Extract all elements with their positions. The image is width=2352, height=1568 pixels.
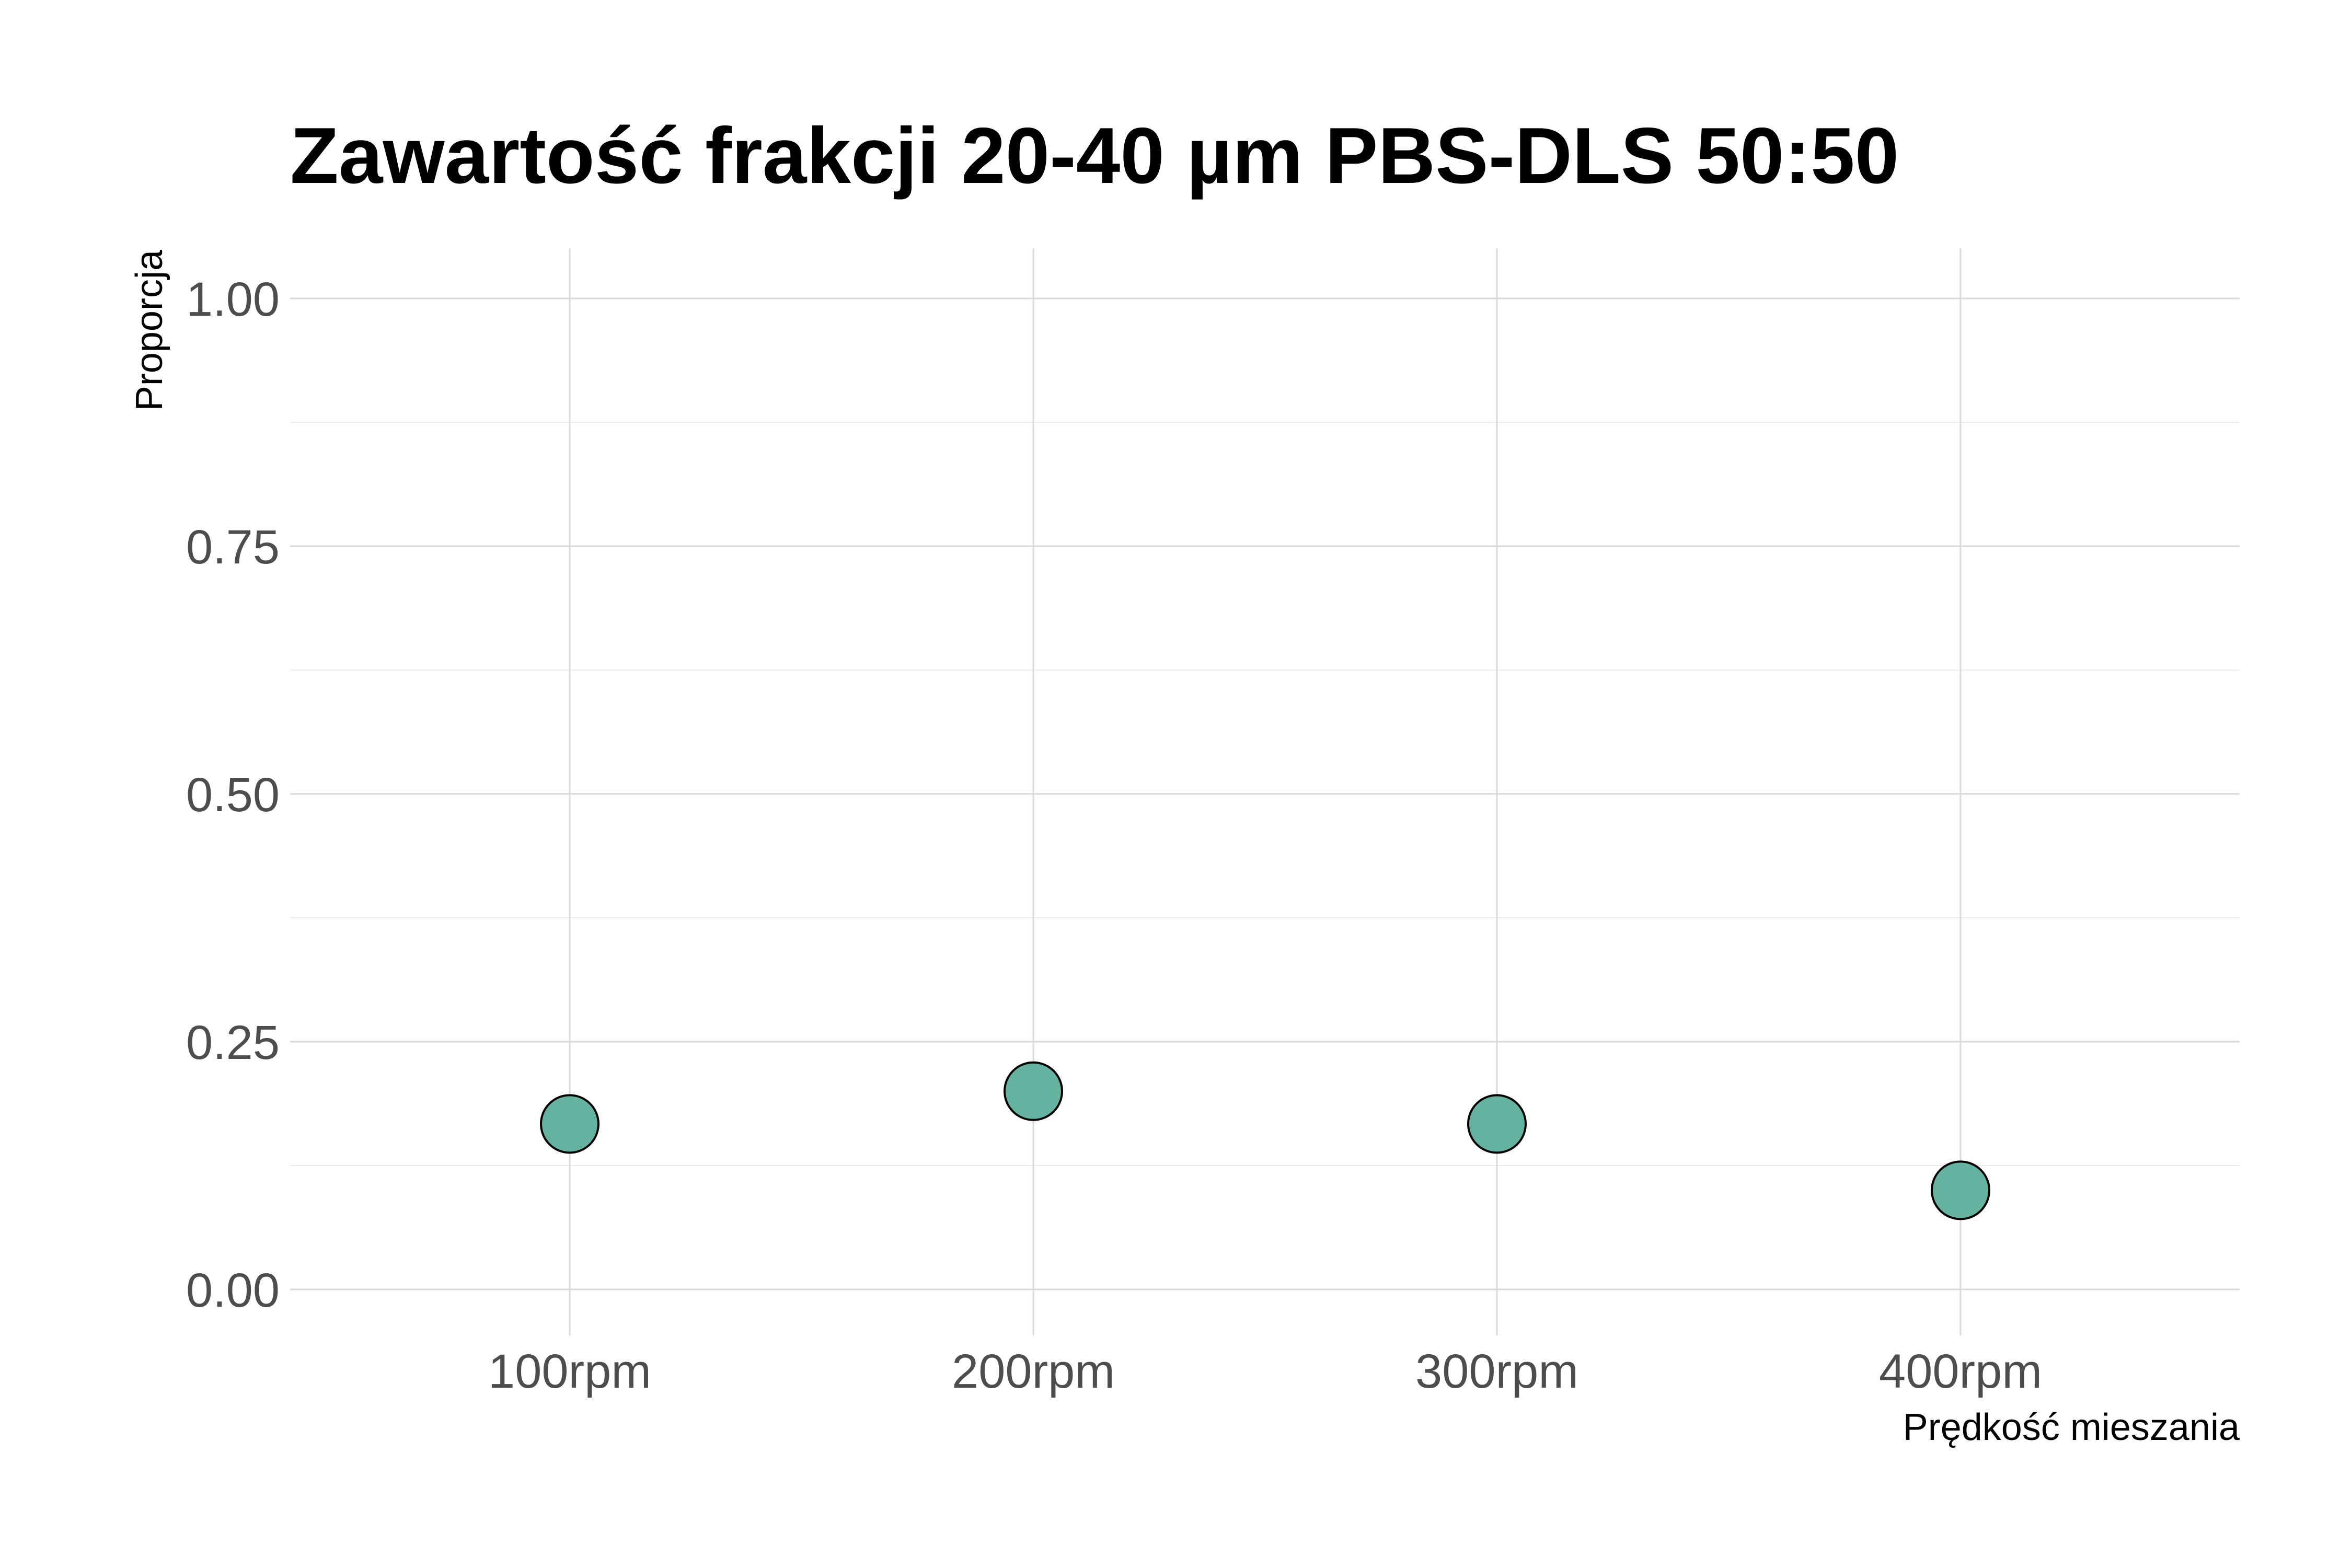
y-tick-label: 0.75: [186, 521, 280, 574]
y-tick-label: 1.00: [186, 273, 280, 326]
x-tick-label: 300rpm: [1415, 1345, 1578, 1398]
y-tick-label: 0.50: [186, 768, 280, 822]
y-tick-labels: 0.00 0.25 0.50 0.75 1.00: [186, 273, 280, 1317]
y-tick-label: 0.25: [186, 1016, 280, 1069]
data-points: [540, 1061, 1990, 1220]
x-tick-label: 400rpm: [1879, 1345, 2042, 1398]
data-point: [1004, 1061, 1063, 1121]
data-point: [1467, 1094, 1527, 1154]
x-tick-label: 100rpm: [488, 1345, 651, 1398]
x-tick-labels: 100rpm 200rpm 300rpm 400rpm: [488, 1345, 2042, 1398]
chart-title: Zawartość frakcji 20-40 µm PBS-DLS 50:50: [290, 111, 1899, 200]
grid: [290, 248, 2240, 1335]
x-axis-title: Prędkość mieszania: [1903, 1406, 2240, 1448]
data-point: [540, 1094, 599, 1154]
x-tick-label: 200rpm: [952, 1345, 1115, 1398]
data-point: [1931, 1160, 1990, 1220]
y-tick-label: 0.00: [186, 1264, 280, 1317]
y-axis-title: Proporcja: [129, 249, 170, 411]
